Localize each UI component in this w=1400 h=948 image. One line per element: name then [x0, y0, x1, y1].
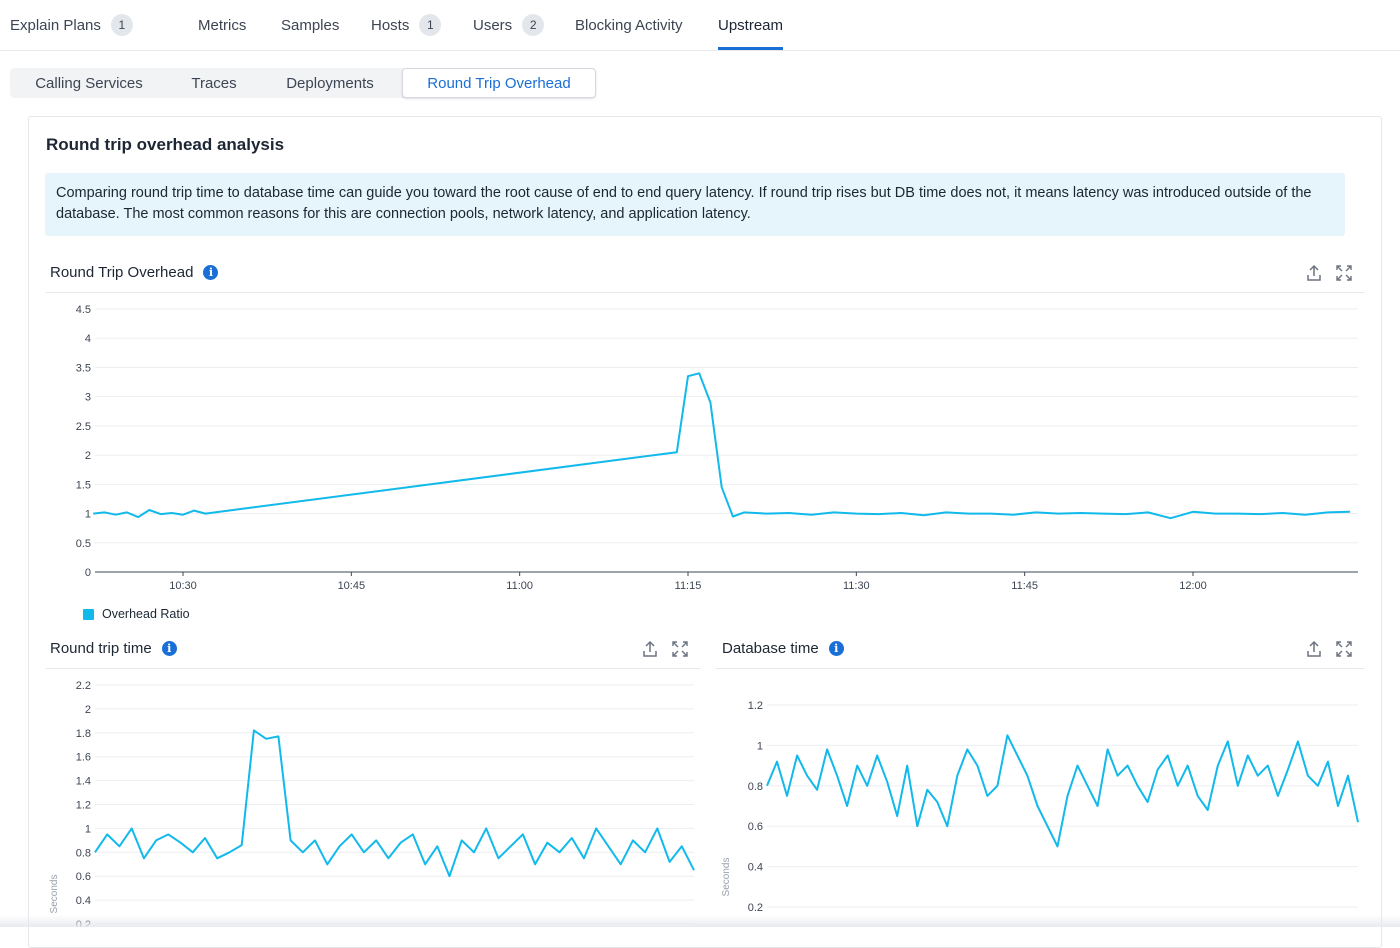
y-tick-label: 0.8	[76, 847, 91, 859]
info-banner: Comparing round trip time to database ti…	[45, 173, 1345, 236]
y-tick-label: 1.6	[76, 752, 91, 764]
x-tick-label: 12:00	[1179, 580, 1207, 592]
count-badge: 1	[110, 14, 133, 36]
tab-label: Hosts	[371, 16, 410, 34]
x-tick-label: 11:45	[1011, 580, 1038, 592]
y-tick-label: 2.5	[76, 421, 91, 433]
y-tick-label: 2	[85, 450, 91, 462]
tab-hosts[interactable]: Hosts 1	[371, 0, 442, 50]
subtab-round-trip-overhead[interactable]: Round Trip Overhead	[402, 68, 596, 98]
subtab-calling-services[interactable]: Calling Services	[35, 74, 143, 92]
series-line	[94, 729, 695, 878]
panel-title: Round trip overhead analysis	[46, 135, 285, 154]
info-icon[interactable]: i	[161, 641, 177, 656]
sub-nav: Calling Services Traces Deployments Roun…	[10, 68, 596, 98]
info-icon[interactable]: i	[828, 641, 844, 656]
series-line	[93, 372, 1351, 520]
y-tick-label: 0.8	[748, 781, 763, 793]
divider	[46, 668, 700, 669]
legend-swatch	[83, 608, 94, 620]
divider	[716, 668, 1364, 669]
y-tick-label: 2	[85, 704, 91, 716]
y-tick-label: 2.2	[76, 680, 91, 692]
x-tick-label: 10:30	[169, 580, 197, 592]
tab-label: Samples	[281, 16, 340, 34]
info-icon[interactable]: i	[203, 265, 219, 280]
y-tick-label: 1	[85, 823, 91, 835]
x-tick-label: 10:45	[338, 580, 366, 592]
overhead-panel: Round trip overhead analysis Comparing r…	[28, 116, 1382, 948]
y-tick-label: 4.5	[76, 304, 91, 316]
y-tick-label: 3	[85, 392, 91, 404]
expand-icon[interactable]	[1335, 640, 1353, 658]
export-icon[interactable]	[1305, 640, 1323, 658]
legend-item[interactable]: Overhead Ratio	[83, 607, 190, 621]
count-badge: 1	[419, 14, 442, 36]
expand-icon[interactable]	[1335, 264, 1353, 282]
tab-upstream[interactable]: Upstream	[718, 0, 784, 50]
y-tick-label: 0.4	[748, 862, 763, 874]
dbtime-chart[interactable]: 0.2 0.4 0.6 0.8 1 1.2 Seconds	[700, 672, 1400, 927]
widget-title-text: Round trip time	[50, 640, 152, 657]
y-tick-label: 0.4	[76, 895, 91, 907]
overhead-chart-title: Round Trip Overhead i	[50, 264, 219, 281]
tab-explain-plans[interactable]: Explain Plans 1	[10, 0, 133, 50]
y-tick-label: 1.2	[748, 700, 763, 712]
overhead-chart[interactable]: 0 0.5 1 1.5 2 2.5 3 3.5 4 4.5 10:30 10:45 11:00 11:15…	[0, 295, 1400, 595]
count-badge: 2	[522, 14, 545, 36]
x-tick-label: 11:00	[506, 580, 533, 592]
y-tick-label: 0	[85, 567, 91, 579]
expand-icon[interactable]	[671, 640, 689, 658]
y-tick-label: 1.2	[76, 800, 91, 812]
y-tick-label: 0.5	[76, 538, 91, 550]
top-nav: Explain Plans 1 Metrics Samples Hosts 1 …	[0, 0, 1400, 51]
divider	[46, 292, 1364, 293]
y-tick-label: 0.2	[748, 902, 763, 914]
tab-label: Metrics	[198, 16, 247, 34]
subtab-deployments[interactable]: Deployments	[286, 74, 374, 92]
legend-label: Overhead Ratio	[102, 607, 190, 621]
x-tick-label: 11:15	[675, 580, 702, 592]
y-tick-label: 3.5	[76, 362, 91, 374]
x-tick-label: 11:30	[843, 580, 870, 592]
y-tick-label: 0.6	[76, 871, 91, 883]
tab-blocking-activity[interactable]: Blocking Activity	[575, 0, 683, 50]
tab-label: Upstream	[718, 16, 784, 34]
y-tick-label: 1	[757, 740, 763, 752]
tab-label: Blocking Activity	[575, 16, 683, 34]
widget-title-text: Database time	[722, 640, 819, 657]
y-tick-label: 4	[85, 333, 91, 345]
dbtime-chart-title: Database time i	[722, 640, 844, 657]
y-axis-label: Seconds	[721, 858, 732, 897]
tab-metrics[interactable]: Metrics	[198, 0, 246, 50]
y-axis-label: Seconds	[49, 875, 60, 914]
tab-label: Explain Plans	[10, 16, 101, 34]
scroll-fade	[0, 915, 1400, 927]
widget-title-text: Round Trip Overhead	[50, 264, 194, 281]
tab-users[interactable]: Users 2	[473, 0, 545, 50]
subtab-traces[interactable]: Traces	[191, 74, 237, 92]
y-tick-label: 0.6	[748, 821, 763, 833]
export-icon[interactable]	[1305, 264, 1323, 282]
y-tick-label: 1.5	[76, 479, 91, 491]
y-tick-label: 1	[85, 509, 91, 521]
y-tick-label: 1.8	[76, 728, 91, 740]
y-tick-label: 1.4	[76, 776, 91, 788]
series-line	[766, 734, 1359, 848]
export-icon[interactable]	[641, 640, 659, 658]
tab-label: Users	[473, 16, 513, 34]
tab-samples[interactable]: Samples	[281, 0, 339, 50]
rtt-chart-title: Round trip time i	[50, 640, 177, 657]
